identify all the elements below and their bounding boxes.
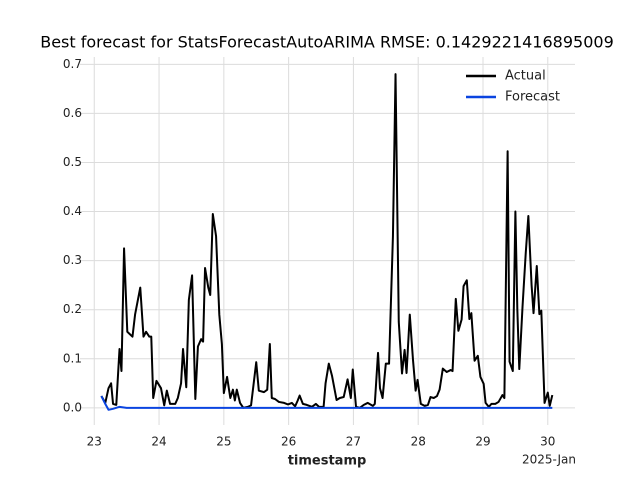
x-tick-label: 28 — [411, 435, 426, 449]
series-line — [100, 395, 553, 411]
y-tick-label: 0.5 — [63, 155, 82, 169]
x-tick-label: 27 — [346, 435, 361, 449]
y-tick-label: 0.7 — [63, 57, 82, 71]
x-axis-label: timestamp — [288, 454, 367, 469]
x-tick-label: 23 — [87, 435, 102, 449]
x-tick-label: 29 — [475, 435, 490, 449]
series-line — [100, 73, 554, 409]
x-tick-label: 25 — [216, 435, 231, 449]
x-tick-label: 24 — [151, 435, 166, 449]
x-tick-label: 26 — [281, 435, 296, 449]
chart-title: Best forecast for StatsForecastAutoARIMA… — [40, 33, 614, 52]
y-tick-label: 0.2 — [63, 302, 82, 316]
x-tick-label: 30 — [540, 435, 555, 449]
y-tick-label: 0.3 — [63, 253, 82, 267]
legend-label: Forecast — [505, 90, 560, 105]
y-tick-label: 0.6 — [63, 106, 82, 120]
y-tick-label: 0.4 — [63, 204, 82, 218]
legend-label: Actual — [505, 69, 546, 84]
y-tick-label: 0.0 — [63, 400, 82, 414]
x-offset-label: 2025-Jan — [522, 453, 576, 467]
y-tick-label: 0.1 — [63, 351, 82, 365]
